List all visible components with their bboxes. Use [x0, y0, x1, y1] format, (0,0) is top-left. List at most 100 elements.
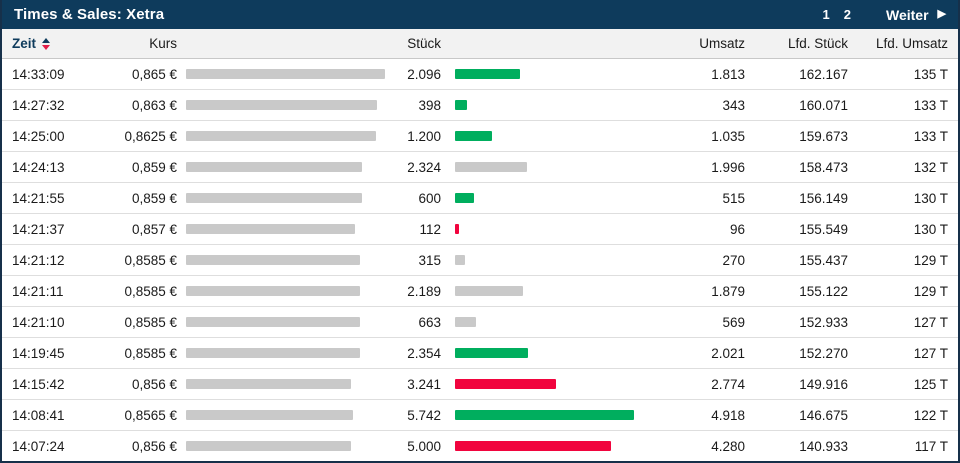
kurs-bar-cell: [177, 441, 387, 451]
stueck-bar: [455, 286, 524, 296]
lfd-umsatz-cell: 130 T: [913, 221, 948, 237]
stueck-bar: [455, 379, 556, 389]
kurs-bar: [186, 410, 353, 420]
table-row: 14:08:41 0,8565 € 5.742 4.918 146.675 12…: [2, 400, 958, 431]
stueck-bar-cell: [441, 317, 629, 327]
next-page-button[interactable]: Weiter ▶: [886, 7, 946, 23]
kurs-bar: [186, 255, 361, 265]
kurs-bar: [186, 162, 363, 172]
stueck-cell: 2.096: [407, 66, 441, 82]
page-title: Times & Sales: Xetra: [14, 6, 165, 23]
lfd-stueck-cell: 155.549: [799, 221, 848, 237]
kurs-cell: 0,8585 €: [124, 252, 177, 268]
stueck-bar: [455, 348, 529, 358]
kurs-bar-cell: [177, 100, 387, 110]
umsatz-cell: 1.996: [711, 159, 745, 175]
next-page-label: Weiter: [885, 6, 929, 23]
table-row: 14:21:55 0,859 € 600 515 156.149 130 T: [2, 183, 958, 214]
kurs-bar-cell: [177, 379, 387, 389]
stueck-cell: 2.354: [407, 345, 441, 361]
stueck-bar-cell: [441, 286, 629, 296]
umsatz-cell: 96: [729, 221, 745, 237]
kurs-bar: [186, 69, 385, 79]
umsatz-cell: 270: [722, 252, 745, 268]
kurs-cell: 0,859 €: [131, 190, 177, 206]
lfd-umsatz-cell: 135 T: [913, 66, 948, 82]
table-row: 14:21:12 0,8585 € 315 270 155.437 129 T: [2, 245, 958, 276]
umsatz-cell: 1.035: [711, 128, 745, 144]
sort-up-arrow-icon: [42, 37, 51, 43]
umsatz-cell: 569: [722, 314, 745, 330]
lfd-stueck-cell: 155.437: [799, 252, 848, 268]
lfd-stueck-cell: 149.916: [799, 376, 848, 392]
zeit-cell: 14:21:12: [12, 252, 65, 268]
lfd-umsatz-cell: 117 T: [914, 438, 948, 454]
table-row: 14:24:13 0,859 € 2.324 1.996 158.473 132…: [2, 152, 958, 183]
table-row: 14:25:00 0,8625 € 1.200 1.035 159.673 13…: [2, 121, 958, 152]
kurs-bar-cell: [177, 348, 387, 358]
kurs-bar-cell: [177, 162, 387, 172]
stueck-bar-cell: [441, 379, 629, 389]
zeit-cell: 14:21:11: [12, 283, 64, 299]
table-row: 14:07:24 0,856 € 5.000 4.280 140.933 117…: [2, 431, 958, 461]
stueck-bar-cell: [441, 131, 629, 141]
stueck-bar-cell: [441, 100, 629, 110]
kurs-cell: 0,856 €: [131, 438, 177, 454]
kurs-cell: 0,859 €: [131, 159, 177, 175]
kurs-bar-cell: [177, 255, 387, 265]
column-header-lfd-stueck: Lfd. Stück: [787, 36, 848, 51]
zeit-cell: 14:15:42: [12, 376, 65, 392]
zeit-cell: 14:25:00: [12, 128, 65, 144]
page-button-1[interactable]: 1: [822, 7, 830, 22]
table-row: 14:19:45 0,8585 € 2.354 2.021 152.270 12…: [2, 338, 958, 369]
lfd-stueck-cell: 155.122: [799, 283, 848, 299]
kurs-cell: 0,8585 €: [124, 345, 177, 361]
kurs-bar-cell: [177, 224, 387, 234]
kurs-cell: 0,8565 €: [124, 407, 177, 423]
kurs-bar-cell: [177, 410, 387, 420]
lfd-stueck-cell: 152.933: [799, 314, 848, 330]
umsatz-cell: 1.879: [711, 283, 745, 299]
kurs-bar: [186, 100, 378, 110]
lfd-stueck-cell: 160.071: [799, 97, 848, 113]
kurs-bar: [186, 317, 361, 327]
lfd-stueck-cell: 146.675: [799, 407, 848, 423]
lfd-umsatz-cell: 132 T: [913, 159, 948, 175]
umsatz-cell: 515: [722, 190, 745, 206]
kurs-cell: 0,857 €: [131, 221, 177, 237]
stueck-cell: 2.324: [407, 159, 441, 175]
kurs-cell: 0,8585 €: [124, 283, 177, 299]
zeit-header-label: Zeit: [12, 36, 37, 51]
sort-icon: [42, 37, 51, 50]
lfd-umsatz-cell: 122 T: [913, 407, 948, 423]
title-bar: Times & Sales: Xetra 1 2 Weiter ▶: [2, 0, 958, 29]
stueck-bar: [455, 441, 611, 451]
umsatz-cell: 2.774: [711, 376, 745, 392]
stueck-cell: 1.200: [407, 128, 441, 144]
kurs-bar-cell: [177, 69, 387, 79]
stueck-cell: 398: [418, 97, 441, 113]
lfd-umsatz-cell: 125 T: [913, 376, 948, 392]
zeit-cell: 14:08:41: [12, 407, 65, 423]
kurs-cell: 0,8625 €: [124, 128, 177, 144]
table-row: 14:15:42 0,856 € 3.241 2.774 149.916 125…: [2, 369, 958, 400]
zeit-cell: 14:21:55: [12, 190, 65, 206]
lfd-stueck-cell: 140.933: [799, 438, 848, 454]
column-header-lfd-umsatz: Lfd. Umsatz: [875, 36, 948, 51]
stueck-cell: 2.189: [407, 283, 441, 299]
column-header-stueck: Stück: [407, 36, 441, 51]
zeit-cell: 14:21:10: [12, 314, 65, 330]
lfd-stueck-cell: 156.149: [799, 190, 848, 206]
lfd-stueck-cell: 158.473: [799, 159, 848, 175]
kurs-bar: [186, 348, 361, 358]
lfd-umsatz-cell: 133 T: [913, 128, 948, 144]
stueck-bar: [455, 255, 465, 265]
column-header-zeit[interactable]: Zeit: [12, 36, 92, 51]
stueck-cell: 112: [419, 221, 441, 237]
lfd-umsatz-cell: 130 T: [913, 190, 948, 206]
page-button-2[interactable]: 2: [843, 7, 851, 22]
table-row: 14:21:37 0,857 € 112 96 155.549 130 T: [2, 214, 958, 245]
stueck-bar-cell: [441, 255, 629, 265]
right-arrow-icon: ▶: [937, 8, 946, 20]
